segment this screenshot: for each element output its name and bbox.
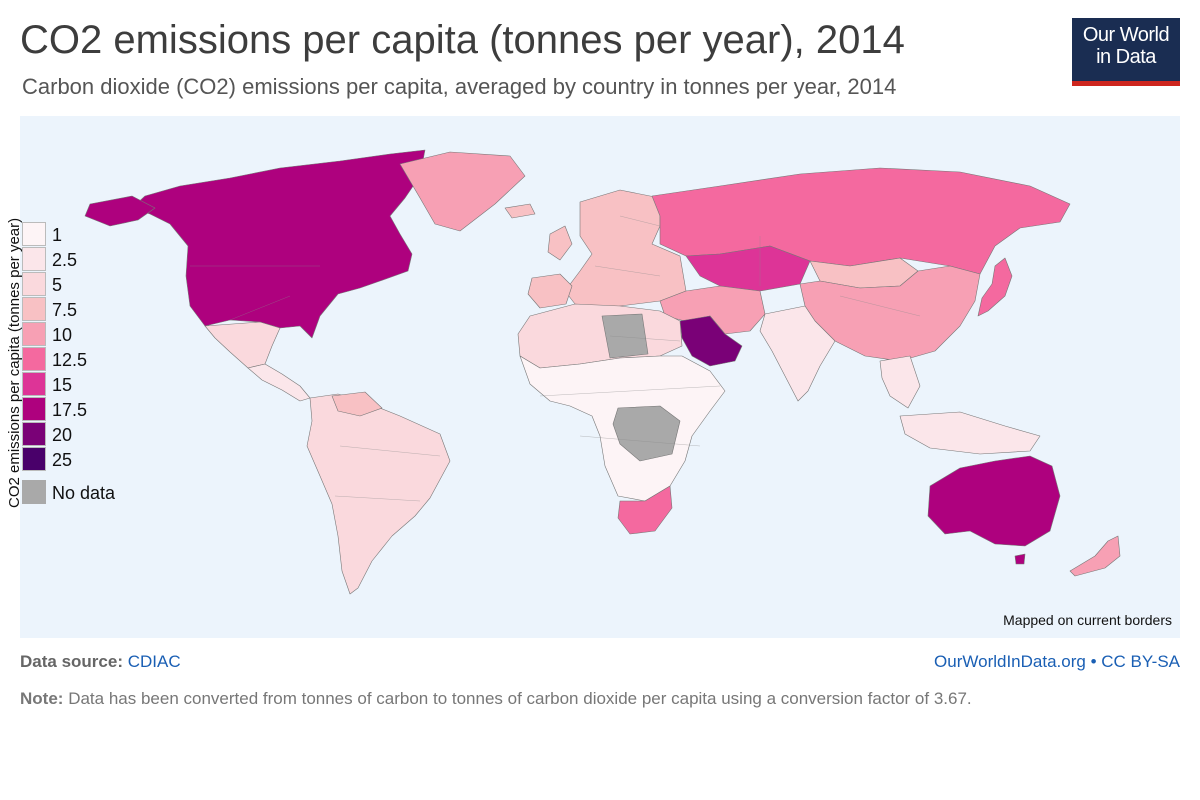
- legend-swatch: [22, 372, 46, 396]
- region-europe: [527, 273, 573, 309]
- legend: 1 2.5 5 7.5 10 12.5 15 17.5 20 25 No data: [22, 222, 142, 505]
- mapped-on-borders-note: Mapped on current borders: [1003, 612, 1172, 628]
- map-svg: [84, 149, 1121, 595]
- region-central-america: [247, 363, 311, 402]
- legend-swatch: [22, 480, 46, 504]
- footnote: Note: Data has been converted from tonne…: [20, 688, 1170, 710]
- legend-item[interactable]: 25: [22, 447, 142, 472]
- legend-swatch: [22, 222, 46, 246]
- region-southeast-asia: [879, 355, 921, 409]
- region-libya: [601, 313, 649, 359]
- region-europe: [547, 225, 573, 261]
- region-dr-congo: [612, 405, 681, 462]
- region-venezuela: [331, 391, 383, 417]
- legend-label: 12.5: [52, 350, 88, 370]
- legend-item[interactable]: 10: [22, 322, 142, 347]
- legend-label: No data: [52, 483, 116, 503]
- data-source-label: Data source:: [20, 652, 123, 671]
- legend-label: 2.5: [52, 250, 78, 270]
- legend-item[interactable]: 1: [22, 222, 142, 247]
- chart-subtitle: Carbon dioxide (CO2) emissions per capit…: [22, 74, 897, 99]
- legend-item[interactable]: 5: [22, 272, 142, 297]
- region-north-america: [131, 149, 426, 339]
- world-map[interactable]: Mapped on current borders: [20, 116, 1180, 638]
- legend-label: 10: [52, 325, 73, 345]
- legend-label: 5: [52, 275, 63, 295]
- owid-logo[interactable]: Our World in Data: [1072, 18, 1180, 86]
- legend-label: 17.5: [52, 400, 88, 420]
- logo-line-1: Our World: [1082, 24, 1170, 46]
- region-europe: [504, 203, 536, 219]
- legend-swatch: [22, 247, 46, 271]
- region-australia: [1014, 553, 1026, 565]
- region-japan: [977, 257, 1013, 317]
- legend-title: CO2 emissions per capita (tonnes per yea…: [6, 217, 23, 508]
- region-south-africa: [617, 485, 673, 535]
- note-text: Data has been converted from tonnes of c…: [68, 689, 972, 708]
- legend-swatch: [22, 447, 46, 471]
- legend-label: 7.5: [52, 300, 78, 320]
- legend-item[interactable]: 15: [22, 372, 142, 397]
- legend-item[interactable]: 20: [22, 422, 142, 447]
- license-link[interactable]: CC BY-SA: [1101, 652, 1180, 671]
- legend-item-no-data[interactable]: No data: [22, 480, 142, 505]
- region-north-america: [84, 195, 156, 227]
- legend-item[interactable]: 12.5: [22, 347, 142, 372]
- legend-swatch: [22, 347, 46, 371]
- data-source: Data source: CDIAC: [20, 652, 181, 672]
- credit-separator: •: [1090, 652, 1097, 671]
- legend-label: 20: [52, 425, 73, 445]
- region-mexico: [204, 321, 281, 369]
- legend-swatch: [22, 397, 46, 421]
- legend-label: 1: [52, 225, 63, 245]
- legend-swatch: [22, 272, 46, 296]
- legend-item[interactable]: 7.5: [22, 297, 142, 322]
- region-india: [759, 305, 836, 402]
- chart-title: CO2 emissions per capita (tonnes per yea…: [20, 18, 905, 62]
- region-saudi-arabia: [679, 315, 743, 367]
- legend-label: 25: [52, 450, 73, 470]
- data-source-link[interactable]: CDIAC: [127, 652, 181, 671]
- site-credit: OurWorldInData.org • CC BY-SA: [934, 652, 1180, 672]
- logo-line-2: in Data: [1096, 46, 1156, 68]
- region-southeast-asia: [899, 411, 1041, 455]
- region-new-zealand: [1069, 535, 1121, 577]
- legend-swatch: [22, 297, 46, 321]
- legend-swatch: [22, 322, 46, 346]
- legend-item[interactable]: 17.5: [22, 397, 142, 422]
- legend-swatch: [22, 422, 46, 446]
- region-greenland: [399, 151, 526, 232]
- legend-item[interactable]: 2.5: [22, 247, 142, 272]
- note-label: Note:: [20, 689, 64, 708]
- region-australia: [927, 455, 1061, 547]
- site-link[interactable]: OurWorldInData.org: [934, 652, 1086, 671]
- region-middle-east: [659, 285, 766, 335]
- region-south-america: [306, 393, 451, 595]
- legend-label: 15: [52, 375, 73, 395]
